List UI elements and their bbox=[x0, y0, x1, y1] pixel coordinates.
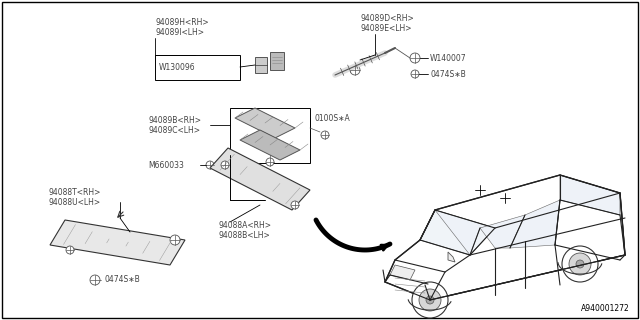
Circle shape bbox=[90, 275, 100, 285]
Polygon shape bbox=[448, 252, 455, 262]
Circle shape bbox=[206, 161, 214, 169]
Circle shape bbox=[350, 65, 360, 75]
Text: W140007: W140007 bbox=[430, 53, 467, 62]
Circle shape bbox=[419, 289, 441, 311]
Polygon shape bbox=[210, 148, 310, 210]
Text: 94089B<RH>: 94089B<RH> bbox=[148, 116, 201, 124]
Bar bbox=[270, 52, 284, 70]
Circle shape bbox=[576, 260, 584, 268]
Polygon shape bbox=[510, 200, 560, 248]
Polygon shape bbox=[390, 265, 415, 280]
Text: 94089E<LH>: 94089E<LH> bbox=[360, 23, 412, 33]
Bar bbox=[255, 57, 267, 73]
Text: 94088B<LH>: 94088B<LH> bbox=[218, 230, 269, 239]
Text: 94088A<RH>: 94088A<RH> bbox=[218, 220, 271, 229]
Text: 94089D<RH>: 94089D<RH> bbox=[360, 13, 413, 22]
Bar bbox=[230, 108, 310, 163]
Polygon shape bbox=[420, 210, 495, 255]
Circle shape bbox=[562, 246, 598, 282]
Polygon shape bbox=[240, 130, 300, 160]
Circle shape bbox=[266, 158, 274, 166]
Circle shape bbox=[412, 282, 448, 318]
Circle shape bbox=[410, 53, 420, 63]
Circle shape bbox=[426, 296, 434, 304]
Circle shape bbox=[221, 161, 229, 169]
Circle shape bbox=[66, 246, 74, 254]
Polygon shape bbox=[235, 108, 295, 138]
Text: 0474S∗B: 0474S∗B bbox=[430, 69, 466, 78]
Circle shape bbox=[411, 70, 419, 78]
Text: M660033: M660033 bbox=[148, 161, 184, 170]
Circle shape bbox=[321, 131, 329, 139]
Text: W130096: W130096 bbox=[159, 62, 196, 71]
Text: 0100S∗A: 0100S∗A bbox=[314, 114, 349, 123]
Text: 0474S∗B: 0474S∗B bbox=[104, 276, 140, 284]
Polygon shape bbox=[480, 215, 525, 248]
Circle shape bbox=[569, 253, 591, 275]
Text: 94088U<LH>: 94088U<LH> bbox=[48, 197, 100, 206]
Polygon shape bbox=[435, 210, 495, 255]
Polygon shape bbox=[560, 175, 620, 215]
Text: 94089H<RH>: 94089H<RH> bbox=[155, 18, 209, 27]
Circle shape bbox=[291, 201, 299, 209]
Circle shape bbox=[170, 235, 180, 245]
Polygon shape bbox=[50, 220, 185, 265]
Text: A940001272: A940001272 bbox=[581, 304, 630, 313]
Text: 94089C<LH>: 94089C<LH> bbox=[148, 125, 200, 134]
Text: 94088T<RH>: 94088T<RH> bbox=[48, 188, 100, 196]
Bar bbox=[155, 55, 240, 80]
Text: 94089I<LH>: 94089I<LH> bbox=[155, 28, 204, 36]
